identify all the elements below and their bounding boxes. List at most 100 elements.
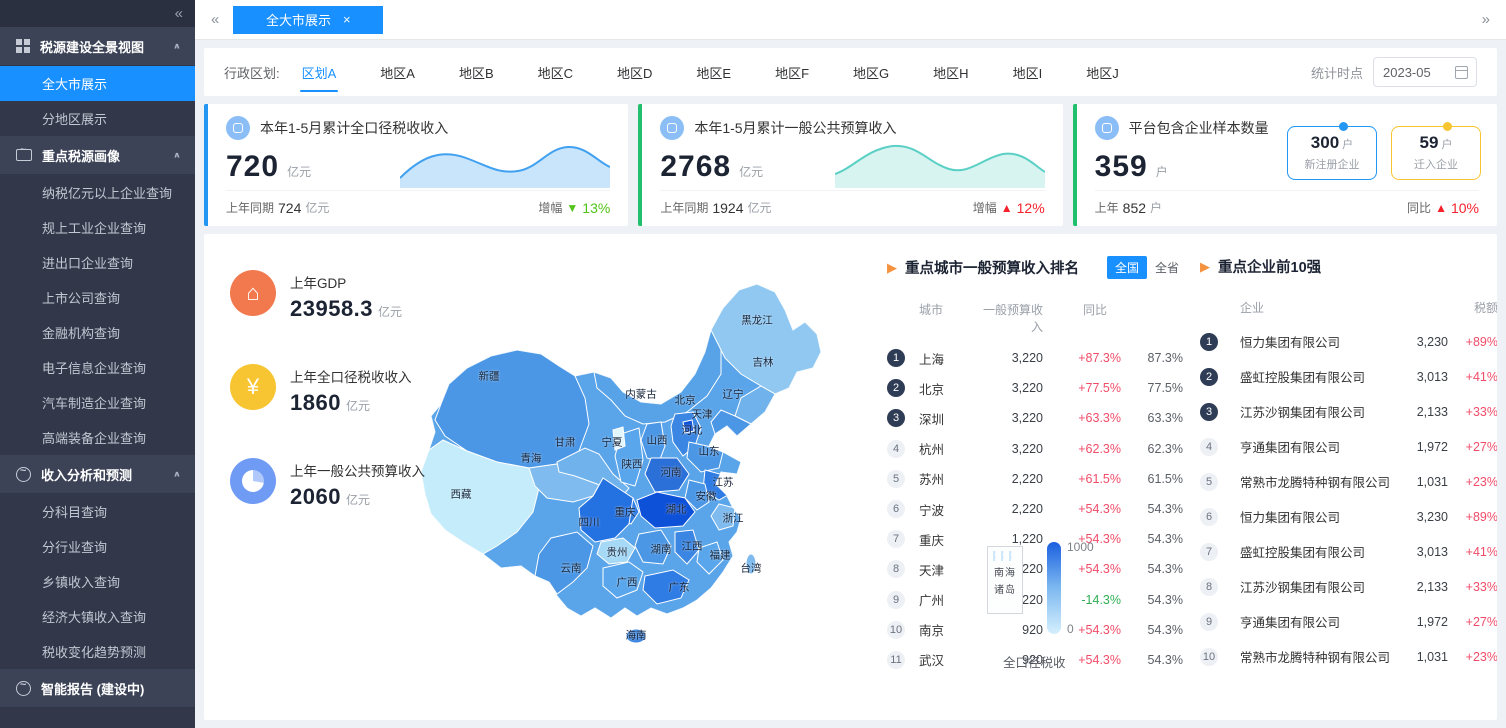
stat-unit: 亿元 — [345, 493, 370, 507]
card-icon — [226, 116, 250, 140]
sidebar-item[interactable]: 分行业查询 — [0, 529, 195, 564]
company-name: 盛虹控股集团有限公司 — [1240, 371, 1366, 385]
city-name: 天津 — [919, 563, 945, 578]
card-title: 本年1-5月累计一般公共预算收入 — [694, 120, 897, 136]
sidebar-item[interactable]: 重点税源画像 ∧ — [0, 136, 195, 175]
sparkline-chart — [834, 144, 1045, 188]
up-arrow-icon: ▲ — [1435, 200, 1447, 215]
stat-icon: ⌂ — [230, 270, 276, 316]
tax-value: 1,972 — [1416, 614, 1448, 629]
sidebar-item[interactable]: 税收变化趋势预测 — [0, 634, 195, 669]
change-label: 增幅 — [538, 201, 563, 215]
card-unit: 亿元 — [739, 165, 764, 179]
region-filter-option[interactable]: 地区D — [617, 65, 653, 81]
sidebar-item[interactable]: 经济大镇收入查询 — [0, 599, 195, 634]
region-filter-option[interactable]: 地区J — [1086, 65, 1119, 81]
scope-toggle[interactable]: 全国 — [1106, 256, 1147, 279]
rank-badge: 2 — [887, 379, 905, 398]
sidebar-item[interactable]: 分科目查询 — [0, 494, 195, 529]
calendar-icon[interactable] — [1455, 65, 1468, 79]
overview-stat: ⌂ 上年GDP 23958.3 亿元 — [230, 270, 425, 322]
sidebar-item[interactable]: 税源建设全景视图 ∧ — [0, 27, 195, 66]
sidebar-item[interactable]: 乡镇收入查询 — [0, 564, 195, 599]
company-name: 盛虹控股集团有限公司 — [1240, 546, 1366, 560]
tax-value: 3,013 — [1416, 369, 1448, 384]
region-filter-option[interactable]: 地区F — [775, 65, 810, 81]
panel-marker-icon: ▶ — [887, 259, 897, 275]
region-filter-option[interactable]: 地区B — [458, 65, 494, 81]
city-rank-row: 1 上海 3,220 +87.3% 87.3% — [887, 343, 1187, 373]
sidebar-item-label: 规上工业企业查询 — [42, 221, 147, 236]
sidebar-item[interactable]: 纳税亿元以上企业查询 — [0, 175, 195, 210]
china-choropleth-map[interactable]: 新疆 西藏 青海 甘肃 宁夏 陕西 内蒙古 北京 — [389, 246, 869, 672]
region-filter-option[interactable]: 地区H — [933, 65, 969, 81]
chevron-up-icon: ∧ — [172, 150, 181, 160]
prev-label: 上年 — [1094, 201, 1119, 215]
change-percent: -14.3% — [1081, 592, 1121, 607]
city-rank-row: 5 苏州 2,220 +61.5% 61.5% — [887, 464, 1187, 494]
sidebar-item[interactable]: 收入分析和预测 ∧ — [0, 455, 195, 494]
sidebar-item[interactable]: 智能报告 (建设中) — [0, 669, 195, 708]
change-percent: +62.3% — [1078, 441, 1121, 456]
company-rank-rows: 1 恒力集团有限公司 3,230 +89% 2 盛虹控股集团有限公司 3,013… — [1200, 324, 1497, 674]
tax-value: 1,972 — [1416, 439, 1448, 454]
scope-toggle[interactable]: 全省 — [1154, 261, 1179, 275]
change-percent: +33% — [1465, 579, 1497, 594]
yoy-percent: 61.5% — [1147, 471, 1183, 486]
stat-unit: 亿元 — [378, 305, 403, 319]
panel-title: 重点企业前10强 — [1218, 260, 1322, 276]
change-percent: +33% — [1465, 404, 1497, 419]
tab-active[interactable]: 全大市展示 × — [233, 5, 384, 34]
section-icon — [16, 465, 31, 482]
sidebar-item[interactable]: 规上工业企业查询 — [0, 210, 195, 245]
date-picker[interactable] — [1373, 57, 1477, 87]
tax-value: 3,230 — [1416, 334, 1448, 349]
budget-value: 1,220 — [1011, 532, 1043, 547]
stat-icon — [230, 458, 276, 504]
yoy-percent: 54.3% — [1147, 652, 1183, 667]
card-tax-revenue: 本年1-5月累计全口径税收收入 720 亿元 上年同期 724 亿元 增幅 ▼ — [204, 104, 629, 226]
region-filter-option[interactable]: 地区E — [696, 65, 732, 81]
rank-badge: 5 — [887, 469, 905, 488]
region-filter-option[interactable]: 地区I — [1012, 65, 1043, 81]
region-filter-option[interactable]: 地区A — [380, 65, 415, 81]
prev-unit: 户 — [1150, 201, 1163, 215]
rank-badge: 6 — [1200, 507, 1218, 526]
city-rank-row: 3 深圳 3,220 +63.3% 63.3% — [887, 403, 1187, 433]
sidebar-item-label: 收入分析和预测 — [41, 467, 133, 483]
change-percent: +54.3% — [1078, 652, 1121, 667]
region-filter-option[interactable]: 地区C — [537, 65, 574, 81]
sidebar-item[interactable]: 汽车制造企业查询 — [0, 385, 195, 420]
company-rank-row: 5 常熟市龙腾特种钢有限公司 1,031 +23% — [1200, 464, 1497, 499]
sidebar-item[interactable]: 上市公司查询 — [0, 280, 195, 315]
tabs-scroll-right-icon[interactable]: » — [1481, 11, 1490, 28]
sidebar-item[interactable]: 进出口企业查询 — [0, 245, 195, 280]
budget-value: 3,220 — [1011, 351, 1043, 366]
region-filter-option[interactable]: 区划A — [299, 57, 339, 92]
sidebar-item[interactable]: 金融机构查询 — [0, 315, 195, 350]
tab-close-icon[interactable]: × — [343, 12, 351, 27]
sidebar-item[interactable]: 电子信息企业查询 — [0, 350, 195, 385]
stat-unit: 亿元 — [345, 399, 370, 413]
change-percent: +54.3% — [1078, 562, 1121, 577]
sidebar-item[interactable]: 分地区展示 — [0, 101, 195, 136]
stat-label: 上年全口径税收收入 — [290, 370, 412, 385]
sidebar-item[interactable]: 高端装备企业查询 — [0, 420, 195, 455]
stat-value: 1860 — [290, 390, 341, 415]
city-name: 苏州 — [919, 473, 945, 488]
prev-label: 上年同期 — [660, 201, 709, 215]
prev-value: 852 — [1122, 199, 1147, 216]
rank-badge: 1 — [887, 349, 905, 368]
yoy-percent: 54.3% — [1147, 622, 1183, 637]
stat-icon: ¥ — [230, 364, 276, 410]
tab-bar: « 全大市展示 × » — [195, 0, 1506, 40]
region-filter-option[interactable]: 地区G — [853, 65, 890, 81]
date-input[interactable] — [1383, 64, 1447, 80]
change-value: 10% — [1450, 199, 1479, 216]
budget-value: 920 — [1022, 652, 1043, 667]
change-percent: +77.5% — [1078, 381, 1121, 396]
sidebar-item[interactable]: 全大市展示 — [0, 66, 195, 101]
tabs-scroll-left-icon[interactable]: « — [211, 11, 220, 28]
sidebar-collapse-button[interactable]: « — [0, 0, 195, 27]
sidebar-item-label: 上市公司查询 — [42, 291, 121, 306]
